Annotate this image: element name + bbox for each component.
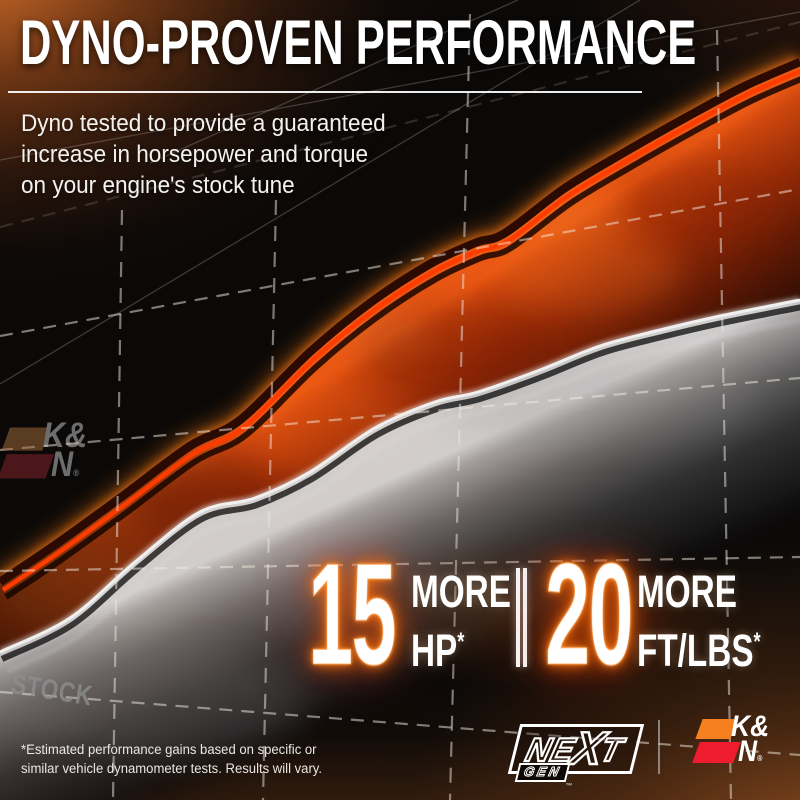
disclaimer-line: *Estimated performance gains based on sp… [21,742,317,757]
registered-mark: ® [73,468,80,479]
nextgen-logo: NEXT GEN ™ [507,721,644,790]
kn-footer-logo: K& N® [692,712,788,768]
hp-more-label: MORE [411,566,511,617]
registered-mark: ® [757,754,763,763]
grid-perspective-rays [0,0,800,385]
kn-logo-n-text: N® [738,735,763,768]
torque-stat-labels: MORE FT/LBS* [637,566,800,676]
disclaimer: *Estimated performance gains based on sp… [21,741,331,778]
subtitle-line: increase in horsepower and torque [21,141,369,168]
hp-unit-label: HP* [411,625,465,676]
kn-logo-n-text: N® [51,446,80,485]
title-underline [8,91,642,93]
hp-stat-labels: MORE HP* [411,566,546,676]
kn-watermark-logo: K& N® [0,419,109,485]
kn-logo-kamp-text: K& [731,710,770,743]
hp-stat-value: 15 [308,533,397,695]
footer-logo-divider [658,720,660,774]
stats-separator [516,568,527,667]
subtitle: Dyno tested to provide a guaranteed incr… [21,108,417,201]
kn-logo-red-parallelogram [0,454,55,479]
stock-curve [0,300,800,800]
grid-horizontal-lines [0,20,800,757]
page-title: DYNO-PROVEN PERFORMANCE [20,8,697,78]
torque-more-label: MORE [637,566,737,617]
grid-vertical-lines [111,13,733,800]
stats-ambient-glow [255,505,800,715]
subtitle-line: Dyno tested to provide a guaranteed [21,110,386,137]
nextgen-gen-label: GEN ™ [514,763,576,790]
torque-unit-label: FT/LBS* [637,625,761,676]
hp-asterisk: * [457,629,465,656]
kn-logo-kamp-text: K& [42,417,88,456]
performance-stats: 15 MORE HP* 20 MORE FT/LBS* [0,533,800,695]
torque-stat-value: 20 [545,533,634,695]
torque-asterisk: * [753,629,761,656]
kn-logo-red-parallelogram [692,742,741,763]
subtitle-line: on your engine's stock tune [21,172,295,199]
trademark-mark: ™ [563,782,576,790]
disclaimer-line: similar vehicle dynamometer tests. Resul… [21,760,323,776]
